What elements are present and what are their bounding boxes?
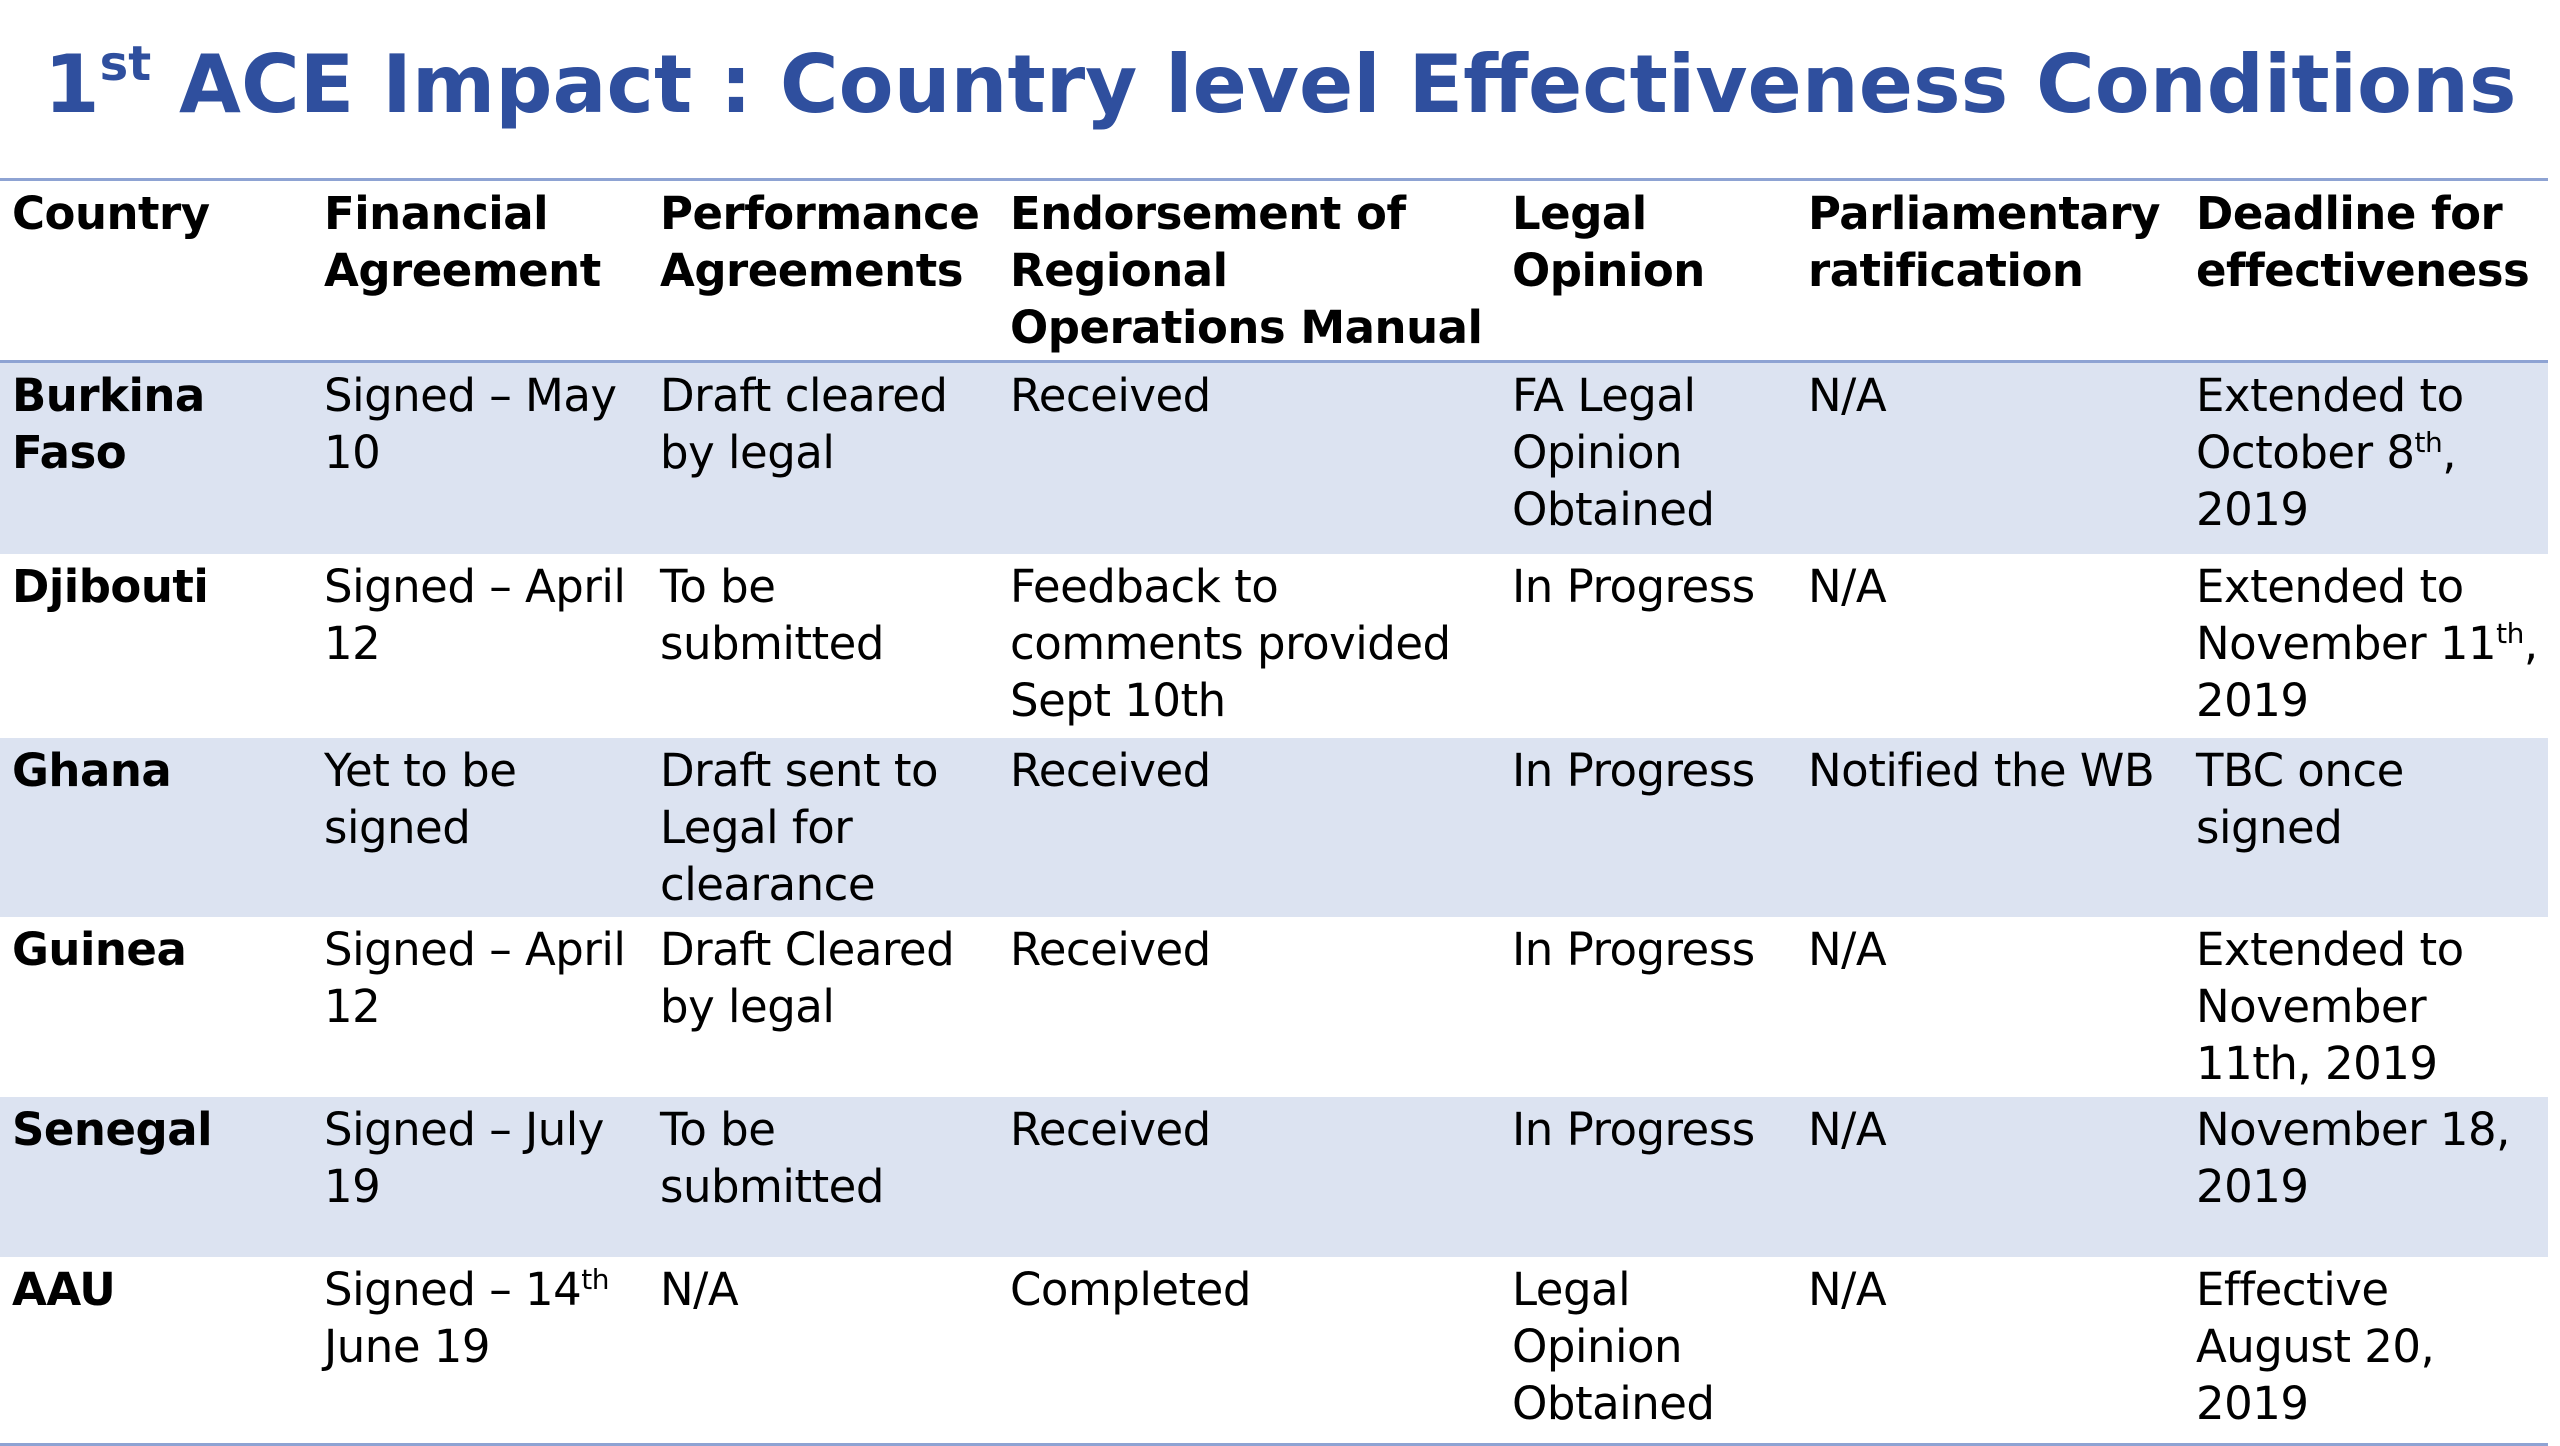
cell-performance: Draft cleared by legal [648,361,998,554]
cell-endorsement: Received [998,916,1500,1097]
effectiveness-conditions-table: Country Financial Agreement Performance … [0,178,2548,1446]
cell-legal: Legal Opinion Obtained [1500,1256,1796,1446]
cell-financial: Signed – July 19 [312,1096,648,1257]
cell-endorsement: Completed [998,1256,1500,1446]
cell-legal: FA Legal Opinion Obtained [1500,361,1796,554]
table-header-row: Country Financial Agreement Performance … [0,178,2548,363]
title-superscript: st [99,36,152,92]
deadline-text: Extended to November 11 [2196,559,2497,670]
cell-financial: Signed – May 10 [312,361,648,554]
cell-country: Burkina Faso [0,361,312,554]
cell-parliament: N/A [1796,553,2184,738]
table-row: Djibouti Signed – April 12 To be submitt… [0,553,2548,738]
cell-deadline: November 18, 2019 [2184,1096,2548,1257]
header-endorsement: Endorsement of Regional Operations Manua… [998,178,1500,363]
cell-financial: Signed – April 12 [312,553,648,738]
header-parliamentary-ratification: Parliamentary ratification [1796,178,2184,363]
cell-parliament: N/A [1796,1096,2184,1257]
cell-deadline: Extended to November 11th, 2019 [2184,916,2548,1097]
header-performance-agreements: Performance Agreements [648,178,998,363]
cell-parliament: Notified the WB [1796,737,2184,917]
header-financial-agreement: Financial Agreement [312,178,648,363]
cell-legal: In Progress [1500,553,1796,738]
cell-deadline: TBC once signed [2184,737,2548,917]
cell-country: Senegal [0,1096,312,1257]
cell-financial: Yet to be signed [312,737,648,917]
table-row: Senegal Signed – July 19 To be submitted… [0,1096,2548,1257]
financial-text: Signed – 14 [324,1262,582,1316]
cell-financial: Signed – April 12 [312,916,648,1097]
table-row: Ghana Yet to be signed Draft sent to Leg… [0,737,2548,917]
table-row: AAU Signed – 14th June 19 N/A Completed … [0,1256,2548,1446]
table-row: Guinea Signed – April 12 Draft Cleared b… [0,916,2548,1097]
cell-legal: In Progress [1500,916,1796,1097]
cell-deadline: Extended to November 11th, 2019 [2184,553,2548,738]
deadline-superscript: th [2496,616,2524,650]
cell-endorsement: Received [998,737,1500,917]
table-row: Burkina Faso Signed – May 10 Draft clear… [0,361,2548,554]
page-title: 1st ACE Impact : Country level Effective… [44,30,2524,140]
deadline-superscript: th [2414,426,2443,459]
title-text: ACE Impact : Country level Effectiveness… [151,38,2517,131]
header-country: Country [0,178,312,363]
cell-performance: Draft sent to Legal for clearance [648,737,998,917]
cell-performance: To be submitted [648,553,998,738]
cell-deadline: Effective August 20, 2019 [2184,1256,2548,1446]
cell-performance: Draft Cleared by legal [648,916,998,1097]
cell-deadline: Extended to October 8th, 2019 [2184,361,2548,554]
cell-endorsement: Received [998,361,1500,554]
cell-country: Guinea [0,916,312,1097]
financial-superscript: th [581,1262,610,1296]
financial-text-end: June 19 [324,1319,491,1373]
cell-financial: Signed – 14th June 19 [312,1256,648,1446]
cell-performance: To be submitted [648,1096,998,1257]
header-legal-opinion: Legal Opinion [1500,178,1796,363]
cell-legal: In Progress [1500,1096,1796,1257]
cell-endorsement: Feedback to comments provided Sept 10th [998,553,1500,738]
deadline-text: Extended to October 8 [2196,369,2464,479]
cell-parliament: N/A [1796,916,2184,1097]
cell-country: Ghana [0,737,312,917]
deadline-text-end: , 2019 [2196,616,2538,727]
cell-endorsement: Received [998,1096,1500,1257]
cell-parliament: N/A [1796,1256,2184,1446]
cell-parliament: N/A [1796,361,2184,554]
cell-country: AAU [0,1256,312,1446]
header-deadline: Deadline for effectiveness [2184,178,2548,363]
cell-country: Djibouti [0,553,312,738]
title-prefix: 1 [44,38,100,131]
cell-performance: N/A [648,1256,998,1446]
deadline-text-end: , 2019 [2196,426,2457,536]
cell-legal: In Progress [1500,737,1796,917]
